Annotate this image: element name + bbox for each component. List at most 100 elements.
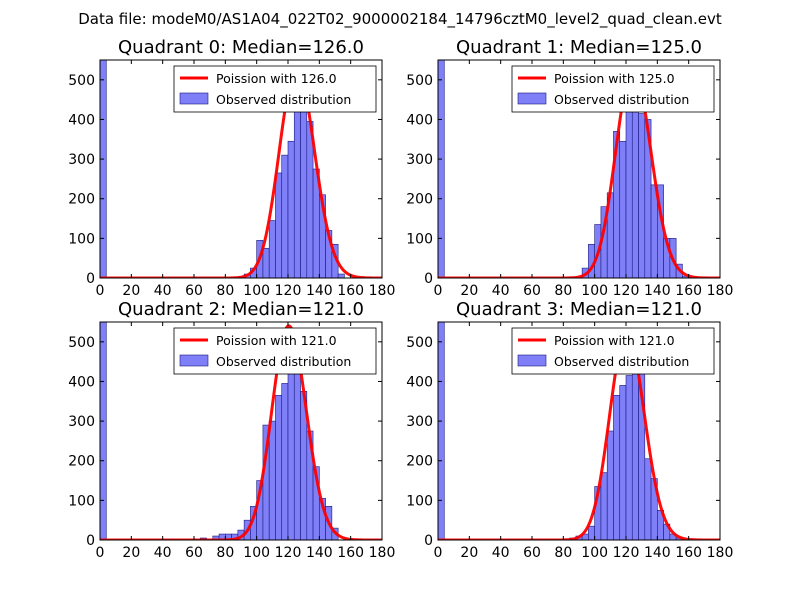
histogram-bar [613, 395, 621, 540]
x-tick-label: 60 [523, 545, 541, 561]
histogram-bar [281, 383, 289, 540]
poisson-curve [438, 330, 720, 540]
plot-area [100, 60, 382, 278]
x-tick-label: 60 [185, 545, 203, 561]
histogram-bar [638, 113, 646, 278]
plot-area [438, 322, 720, 540]
axes-frame [99, 321, 383, 541]
legend-box [511, 327, 715, 375]
histogram-bar [588, 525, 595, 540]
x-tick-label: 20 [122, 283, 140, 299]
histogram-bar [100, 322, 107, 540]
y-tick-label: 100 [68, 493, 95, 509]
histogram-bar [281, 154, 289, 278]
y-tick-label: 200 [406, 454, 433, 470]
x-tick-label: 20 [460, 283, 478, 299]
x-tick-label: 100 [243, 545, 270, 561]
y-tick-label: 500 [406, 73, 433, 89]
histogram-bar [100, 60, 107, 278]
x-tick-label: 180 [369, 545, 396, 561]
poisson-curve [438, 66, 720, 278]
x-tick-label: 0 [434, 545, 443, 561]
histogram-bar [619, 140, 627, 278]
y-tick-label: 100 [68, 231, 95, 247]
legend-bar-swatch [179, 354, 209, 367]
x-tick-label: 140 [644, 283, 671, 299]
y-tick-label: 300 [406, 152, 433, 168]
legend-bar-label: Observed distribution [554, 354, 689, 369]
histogram-bar [337, 273, 345, 278]
x-tick-label: 140 [644, 545, 671, 561]
quadrant-0-chart: 0 20 40 60 80 100 120 140 160 180 0 100 200 300 400 500… [68, 37, 395, 299]
y-tick-label: 200 [68, 192, 95, 208]
histogram-bar [438, 60, 445, 278]
histogram-bar [644, 458, 652, 540]
y-tick-label: 300 [68, 414, 95, 430]
legend-box [173, 327, 377, 375]
histogram-bar [619, 385, 627, 540]
legend: Poission with 121.0 Observed distribution [511, 327, 715, 375]
histogram-bar [275, 172, 283, 278]
x-tick-label: 60 [185, 283, 203, 299]
x-tick-label: 180 [707, 545, 734, 561]
x-tick-label: 100 [581, 545, 608, 561]
x-tick-label: 160 [337, 545, 364, 561]
legend: Poission with 125.0 Observed distribution [511, 65, 715, 113]
y-tick-label: 300 [406, 414, 433, 430]
x-tick-label: 60 [523, 283, 541, 299]
y-tick-label: 0 [86, 533, 95, 549]
histogram-bar [275, 395, 283, 540]
quadrant-1-chart: 0 20 40 60 80 100 120 140 160 180 0 100 200 300 400 500… [406, 37, 733, 299]
histogram-bar [650, 184, 658, 278]
y-tick-label: 300 [68, 152, 95, 168]
histogram-bar [268, 420, 276, 540]
x-tick-label: 160 [675, 545, 702, 561]
histogram-bar [287, 369, 295, 540]
legend-box [511, 65, 715, 113]
x-tick-label: 120 [275, 283, 302, 299]
legend-box [173, 65, 377, 113]
plot-area [438, 60, 720, 278]
x-tick-label: 80 [554, 283, 572, 299]
poisson-curve [100, 66, 382, 278]
y-tick-label: 200 [68, 454, 95, 470]
histogram-bar [268, 220, 276, 278]
axes-frame [437, 59, 721, 279]
y-tick-label: 100 [406, 231, 433, 247]
figure-title: Data file: modeM0/AS1A04_022T02_90000021… [78, 10, 722, 29]
histogram-bar [625, 375, 633, 540]
histogram-bar [438, 322, 445, 540]
x-tick-label: 120 [275, 545, 302, 561]
x-tick-label: 180 [369, 283, 396, 299]
y-tick-label: 0 [424, 271, 433, 287]
histogram-bar [293, 101, 301, 278]
x-tick-label: 80 [216, 283, 234, 299]
legend: Poission with 126.0 Observed distribution [173, 65, 377, 113]
histogram-bar [287, 140, 295, 278]
histogram-bar [606, 430, 614, 540]
legend-line-label: Poission with 121.0 [216, 333, 337, 348]
histogram-bar [625, 101, 633, 278]
x-tick-label: 120 [613, 283, 640, 299]
quadrant-2-chart: 0 20 40 60 80 100 120 140 160 180 0 100 200 300 400 500… [68, 299, 395, 561]
y-tick-label: 0 [86, 271, 95, 287]
y-tick-label: 500 [68, 335, 95, 351]
axes-frame [437, 321, 721, 541]
x-tick-label: 80 [216, 545, 234, 561]
x-tick-label: 20 [122, 545, 140, 561]
histogram-bar [262, 247, 270, 278]
y-tick-label: 100 [406, 493, 433, 509]
x-tick-label: 40 [492, 545, 510, 561]
legend-line-label: Poission with 125.0 [554, 71, 675, 86]
y-tick-label: 500 [406, 335, 433, 351]
legend-line-label: Poission with 121.0 [554, 333, 675, 348]
x-tick-label: 140 [306, 283, 333, 299]
y-tick-label: 200 [406, 192, 433, 208]
x-tick-label: 40 [154, 545, 172, 561]
x-tick-label: 180 [707, 283, 734, 299]
x-tick-label: 160 [337, 283, 364, 299]
quadrant-3-chart: 0 20 40 60 80 100 120 140 160 180 0 100 200 300 400 500… [406, 299, 733, 561]
axes-frame [99, 59, 383, 279]
x-tick-label: 140 [306, 545, 333, 561]
